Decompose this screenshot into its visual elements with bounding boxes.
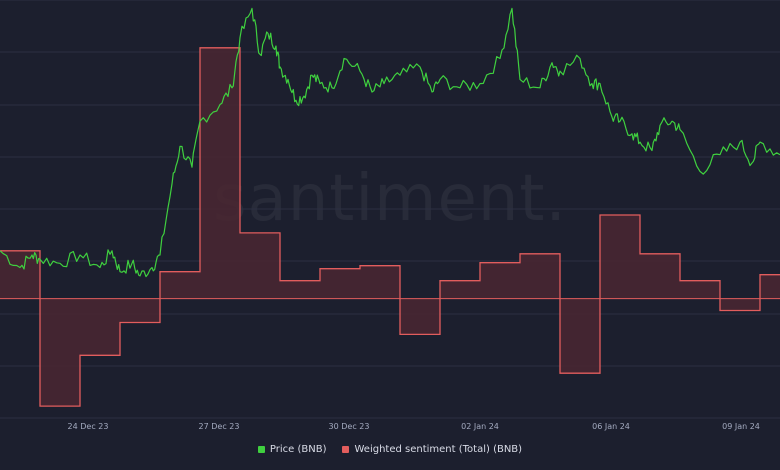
x-axis: 24 Dec 23 27 Dec 23 30 Dec 23 02 Jan 24 06 J… xyxy=(68,422,760,431)
sentiment-area xyxy=(0,47,780,407)
x-tick-label-4: 06 Jan 24 xyxy=(592,422,630,431)
sentiment-series xyxy=(0,47,780,407)
price-series xyxy=(0,7,780,278)
x-tick-label-5: 09 Jan 24 xyxy=(722,422,760,431)
grid xyxy=(0,0,780,419)
x-tick-label-0: 24 Dec 23 xyxy=(68,422,109,431)
legend-item-price[interactable]: Price (BNB) xyxy=(257,444,327,455)
legend-label-sentiment: Weighted sentiment (Total) (BNB) xyxy=(354,444,523,455)
legend-label-price: Price (BNB) xyxy=(269,444,327,455)
legend-item-sentiment[interactable]: Weighted sentiment (Total) (BNB) xyxy=(342,444,522,455)
price-line xyxy=(0,7,780,278)
legend-swatch-price xyxy=(257,446,265,453)
sentiment-line xyxy=(0,47,780,407)
legend: Price (BNB) Weighted sentiment (Total) (… xyxy=(0,444,780,455)
legend-swatch-sentiment xyxy=(342,446,350,453)
x-tick-label-1: 27 Dec 23 xyxy=(199,422,240,431)
x-tick-label-3: 02 Jan 24 xyxy=(461,422,499,431)
x-tick-label-2: 30 Dec 23 xyxy=(329,422,370,431)
